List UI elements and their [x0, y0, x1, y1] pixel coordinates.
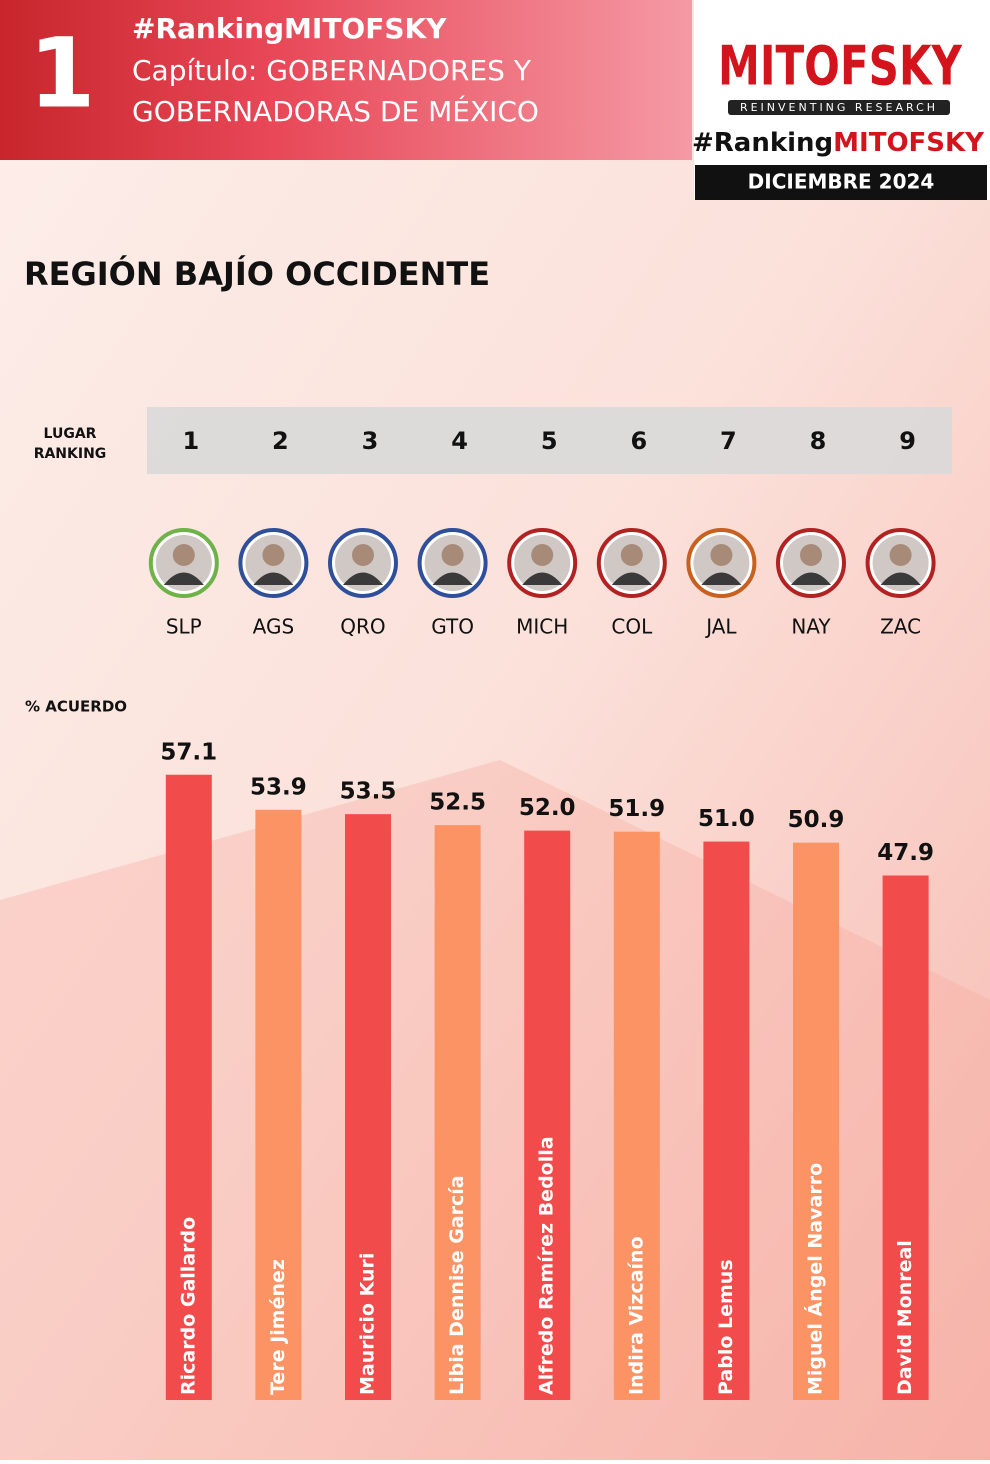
bar-name: Alfredo Ramírez Bedolla	[536, 1136, 558, 1395]
bar	[165, 774, 212, 1400]
bar	[703, 841, 750, 1400]
photo-body	[791, 572, 831, 585]
logo-hashtag: #RankingMITOFSKY	[692, 128, 985, 158]
logo-tagline-bar	[728, 100, 950, 115]
header-number: 1	[29, 17, 96, 129]
bar	[793, 842, 839, 1400]
value-label: 53.9	[250, 774, 307, 800]
rank-band	[147, 407, 952, 474]
value-label: 53.5	[340, 779, 397, 805]
state-label: COL	[611, 615, 653, 639]
photo-head	[620, 544, 643, 566]
rank: 5	[541, 427, 558, 455]
bar-name: Ricardo Gallardo	[177, 1217, 199, 1395]
rank: 1	[182, 427, 199, 455]
photo-body	[343, 572, 383, 585]
photo-body	[611, 572, 652, 585]
state-label: GTO	[431, 615, 474, 639]
logo-hashtag-prefix: #Ranking	[692, 128, 833, 158]
photo-head	[262, 544, 285, 566]
bar-name: Tere Jiménez	[267, 1259, 289, 1395]
state-label: ZAC	[880, 615, 921, 639]
bar-name: Indira Vizcaíno	[625, 1236, 647, 1395]
photo-head	[889, 544, 912, 566]
bar-name: Miguel Ángel Navarro	[804, 1163, 827, 1395]
bar	[255, 809, 302, 1400]
logo-tagline: REINVENTING RESEARCH	[740, 101, 938, 114]
value-label: 47.9	[877, 840, 934, 866]
bar-name: Mauricio Kuri	[357, 1253, 379, 1395]
photo-body	[163, 572, 204, 585]
logo-brand: MITOFSKY	[718, 35, 963, 98]
rank-label: LUGAR	[44, 426, 97, 442]
value-label: 50.9	[788, 807, 845, 833]
rank: 8	[810, 427, 827, 455]
photo-body	[522, 572, 563, 585]
bar	[345, 814, 391, 1400]
photo-body	[880, 572, 921, 585]
photo-body	[701, 572, 742, 585]
state-label: SLP	[166, 615, 202, 639]
value-label: 52.0	[519, 795, 576, 821]
chart-title: REGIÓN BAJÍO OCCIDENTE	[24, 254, 490, 293]
photo-body	[253, 572, 294, 585]
value-label: 51.9	[608, 796, 665, 822]
state-label: AGS	[253, 615, 295, 639]
photo-head	[531, 544, 554, 566]
date-bar	[695, 165, 987, 200]
photo-head	[710, 544, 733, 566]
bar-name: David Monreal	[894, 1240, 916, 1395]
date: DICIEMBRE 2024	[748, 170, 935, 194]
photo-head	[352, 544, 374, 566]
photo-head	[441, 544, 464, 566]
rank: 4	[451, 427, 468, 455]
bar-name: Libia Dennise García	[446, 1175, 468, 1395]
value-label: 51.0	[698, 806, 755, 832]
bar	[434, 825, 481, 1400]
rank: 7	[720, 427, 737, 455]
state-label: NAY	[791, 615, 831, 639]
rank: 6	[630, 427, 647, 455]
header-chapter: Capítulo: GOBERNADORES Y	[132, 54, 532, 87]
photo-body	[432, 572, 473, 585]
value-label: 57.1	[160, 739, 217, 765]
y-axis-label: % ACUERDO	[25, 698, 127, 716]
logo-hashtag-brand: MITOFSKY	[833, 128, 985, 158]
state-label: QRO	[340, 615, 385, 639]
rank-label: RANKING	[34, 446, 107, 462]
value-label: 52.5	[429, 790, 486, 816]
rank: 3	[362, 427, 379, 455]
bar	[524, 830, 571, 1400]
rank: 2	[272, 427, 289, 455]
bar	[882, 875, 929, 1400]
state-label: MICH	[516, 615, 568, 639]
rank: 9	[899, 427, 916, 455]
header-hashtag: #RankingMITOFSKY	[132, 12, 447, 45]
state-label: JAL	[704, 615, 737, 639]
photo-head	[800, 544, 822, 566]
photo-head	[172, 544, 195, 566]
header-band	[0, 0, 692, 160]
header-chapter: GOBERNADORAS DE MÉXICO	[132, 94, 539, 128]
bar-name: Pablo Lemus	[715, 1259, 737, 1395]
bar	[613, 831, 660, 1400]
